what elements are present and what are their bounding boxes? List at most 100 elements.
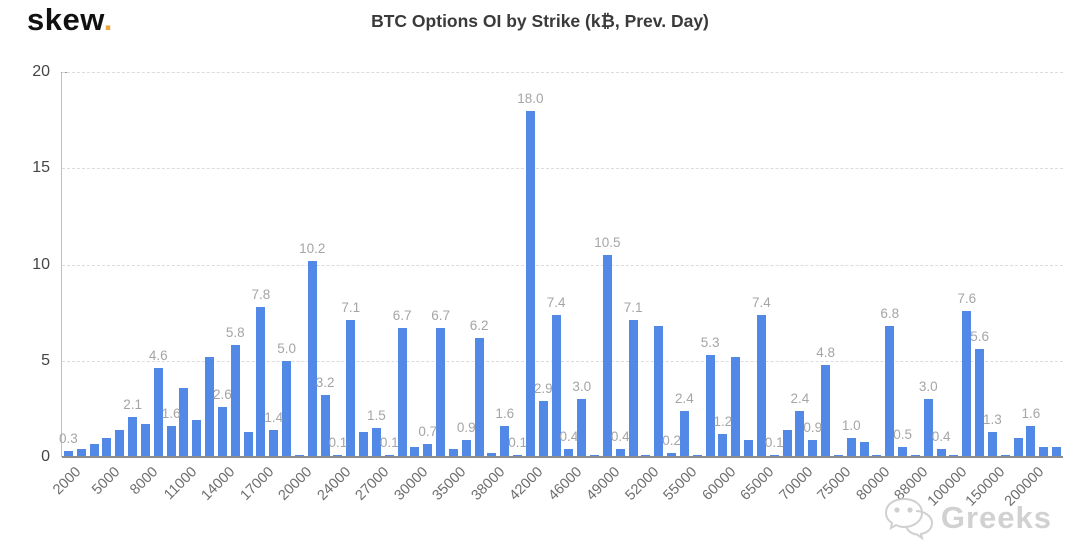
bar (230, 345, 240, 457)
bar (140, 424, 150, 457)
bar (166, 426, 176, 457)
x-tick-label: 27000 (352, 464, 393, 504)
y-tick-label: 10 (32, 255, 50, 273)
watermark: Greeks (883, 496, 1052, 540)
bar (423, 443, 433, 457)
plot-area: 0.3 2.1 4.6 1.6 2.6 5.8 7.8 1.4 5.0 10.2 3.2 0.1 7.1… (59, 72, 1063, 458)
bar (63, 451, 73, 457)
x-tick-label: 60000 (699, 464, 740, 504)
x-tick-label: 20000 (275, 464, 316, 504)
bar (602, 254, 612, 457)
bar (615, 449, 625, 457)
bar-value-label: 7.4 (752, 294, 771, 310)
bar-value-label: 2.9 (533, 381, 553, 397)
bar (307, 260, 317, 457)
bar-value-label: 6.7 (392, 308, 412, 324)
skew-logo-text: skew (27, 2, 104, 37)
x-tick-label: 17000 (237, 464, 278, 504)
x-tick-label: 8000 (127, 464, 162, 499)
bar (936, 449, 946, 457)
bar-value-label: 10.5 (594, 234, 621, 250)
bar (487, 453, 497, 457)
watermark-text: Greeks (940, 500, 1052, 535)
bar-value-label: 3.2 (315, 375, 335, 391)
bar-value-label: 7.6 (957, 290, 977, 306)
bar-value-label: 0.9 (803, 419, 823, 435)
x-tick-label: 14000 (198, 464, 239, 504)
bar (1052, 447, 1062, 457)
bar (500, 426, 510, 457)
bar-value-label: 2.6 (213, 386, 232, 402)
bar (1039, 447, 1049, 457)
gridline-y-5 (62, 360, 1063, 362)
x-tick-label: 65000 (737, 464, 778, 504)
bar-value-label: 2.4 (675, 390, 694, 406)
bar (128, 416, 138, 457)
x-tick-label: 52000 (622, 464, 663, 504)
bar (538, 401, 548, 457)
bar (667, 453, 677, 457)
bar-value-label: 5.8 (225, 325, 245, 341)
x-tick-label: 35000 (429, 464, 470, 504)
bar-value-label: 18.0 (517, 90, 544, 106)
bar (679, 410, 689, 457)
bar (821, 364, 831, 457)
x-tick-label: 70000 (776, 464, 817, 504)
x-tick-label: 2000 (50, 464, 85, 499)
bar (371, 428, 381, 457)
bar-value-label: 5.6 (970, 329, 989, 345)
bar-value-label: 2.1 (123, 396, 142, 412)
bar (654, 326, 664, 457)
bar-value-label: 1.5 (367, 408, 386, 424)
x-tick-label: 24000 (314, 464, 355, 504)
bar (975, 349, 985, 457)
gridline-y-20 (62, 72, 1063, 73)
bar (923, 399, 933, 457)
bar-value-label: 1.4 (264, 410, 284, 426)
bar (885, 326, 895, 457)
bar (564, 449, 574, 457)
bar-value-label: 5.3 (700, 334, 720, 350)
wechat-icon (884, 497, 933, 540)
bar (153, 368, 163, 457)
y-tick-label: 5 (41, 351, 50, 369)
bar (898, 447, 908, 457)
bar (628, 320, 638, 457)
bar-value-label: 0.4 (931, 429, 951, 445)
bar-value-label: 2.4 (790, 390, 810, 406)
x-tick-label: 49000 (583, 464, 624, 504)
bar-value-label: 6.7 (431, 308, 450, 324)
y-tick-label: 20 (32, 63, 50, 80)
bar (320, 395, 330, 457)
x-tick-label: 42000 (506, 464, 547, 504)
bar (577, 399, 587, 457)
bar-value-label: 0.7 (418, 423, 438, 439)
bar-value-label: 1.6 (1021, 406, 1041, 422)
bar-value-label: 1.2 (713, 413, 733, 429)
bar (448, 449, 458, 457)
bar (89, 443, 99, 457)
y-tick-label: 15 (32, 159, 50, 177)
bar-value-label: 0.1 (328, 435, 348, 451)
bar-value-label: 0.4 (610, 429, 630, 445)
bar-value-label: 1.3 (983, 411, 1002, 427)
y-axis-line (61, 72, 62, 457)
bar (115, 430, 125, 457)
bar (718, 433, 728, 457)
bar-value-label: 0.2 (662, 433, 681, 449)
bar-value-label: 4.6 (148, 348, 168, 364)
bar (859, 441, 869, 457)
bar (102, 437, 112, 457)
bar-value-label: 1.0 (841, 417, 861, 433)
x-tick-label: 5000 (89, 464, 124, 499)
bar (756, 314, 766, 457)
bar (243, 431, 253, 457)
bar (782, 430, 792, 457)
bar (436, 328, 446, 457)
bar (269, 430, 279, 457)
bar (731, 356, 741, 457)
bar (205, 356, 215, 457)
x-axis-line (62, 456, 1063, 458)
bar-value-label: 6.8 (880, 306, 900, 322)
